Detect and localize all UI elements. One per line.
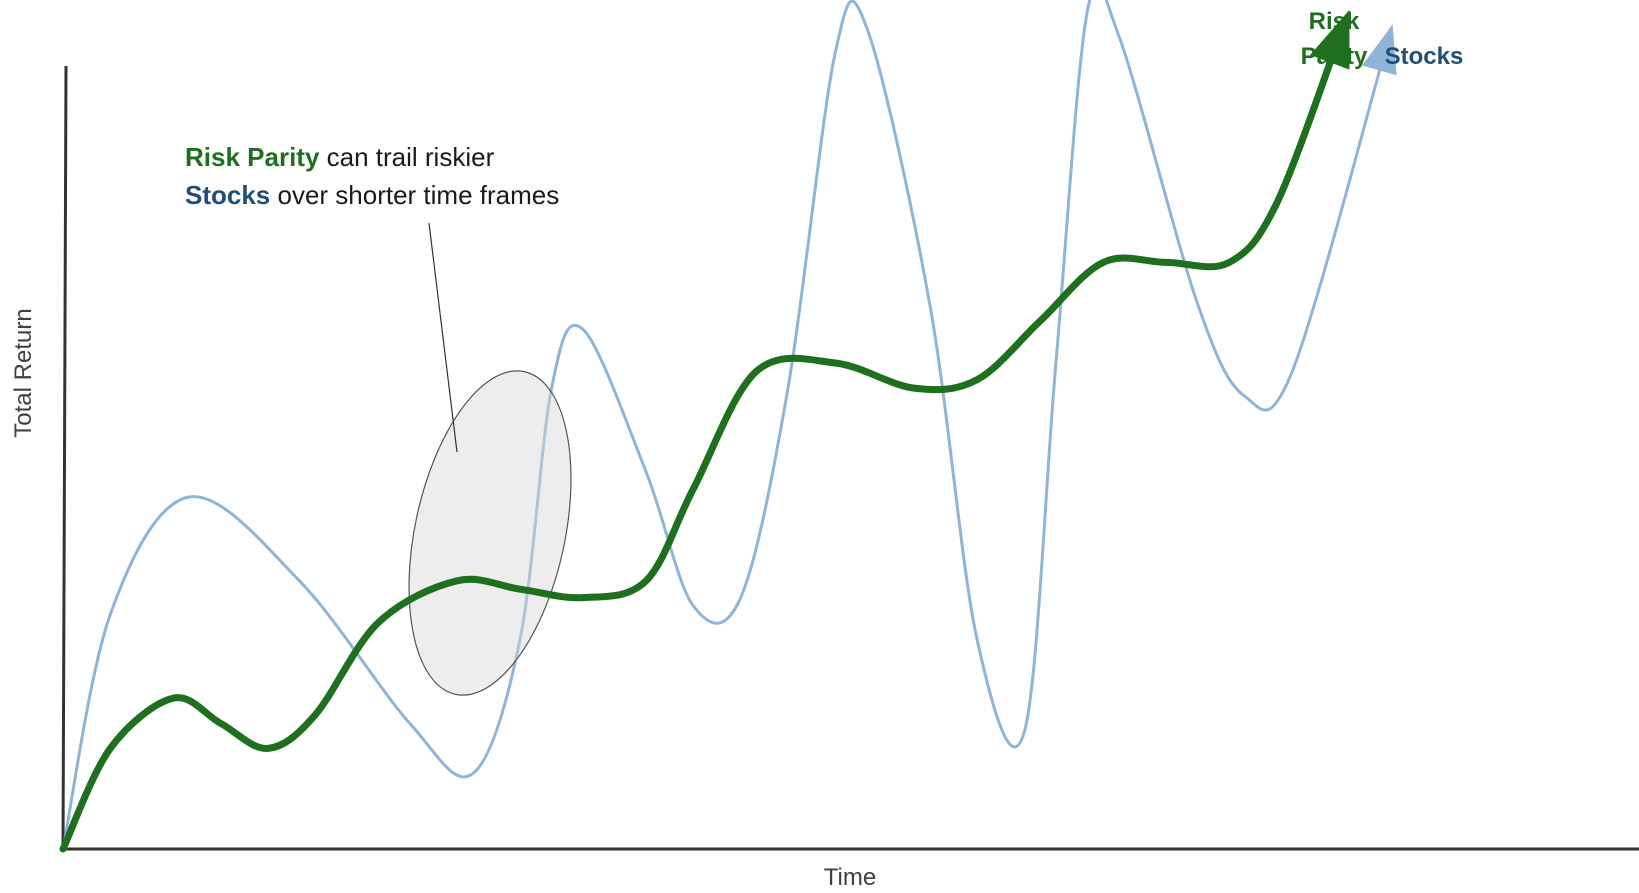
x-axis-title: Time [824, 864, 876, 891]
annotation-leader-line [428, 222, 458, 453]
stocks-series-line [61, 0, 1397, 850]
risk-parity-series-line [59, 9, 1350, 853]
risk-parity-label-line-2: Parity [1301, 43, 1368, 70]
annotation-risk-parity: Risk Parity [185, 142, 320, 172]
annotation-line-1: Risk Parity can trail riskier [185, 142, 495, 172]
shorter-timeframe-highlight [408, 370, 572, 696]
y-axis [61, 65, 68, 850]
annotation-line-2: Stocks over shorter time frames [185, 180, 559, 210]
stocks-label: Stocks [1385, 43, 1464, 70]
y-axis-title: Total Return [10, 308, 37, 437]
annotation-text-2: over shorter time frames [270, 180, 559, 210]
annotation-text-1: can trail riskier [319, 142, 494, 172]
annotation-stocks: Stocks [185, 180, 270, 210]
risk-parity-label-line-1: Risk [1309, 8, 1360, 35]
